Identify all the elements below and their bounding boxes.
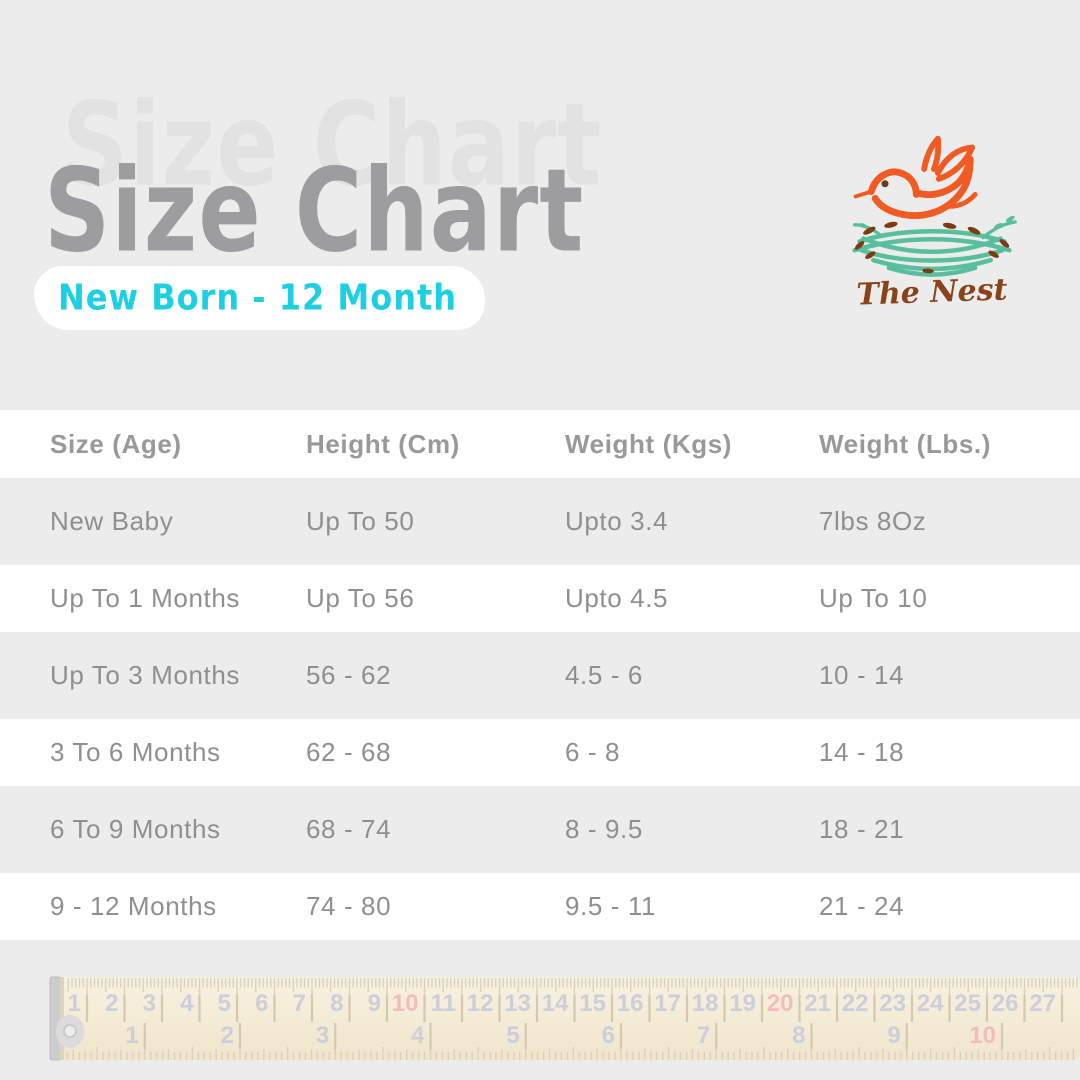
table-cell: Up To 56 [306,583,415,613]
table-cell: Up To 10 [819,583,928,613]
table-cell: New Baby [50,506,174,536]
svg-text:18: 18 [692,990,719,1017]
svg-text:15: 15 [579,990,606,1017]
column-header-height-cm: Height (Cm) [306,428,460,459]
bird-nest-icon [852,135,1017,277]
ruler-body [60,977,1080,1060]
svg-text:20: 20 [767,990,794,1017]
brand-logo: The Nest [832,124,1032,313]
column-header-weight-kgs: Weight (Kgs) [565,428,733,459]
table-row: New Baby Up To 50 Upto 3.4 7lbs 8Oz [0,478,1080,565]
ruler-cm-scale: 1 2 3 4 5 6 7 8 9 10 11 12 13 14 15 16 17 18 19 20 21 22 23 24 2… [67,978,1078,1022]
table-cell: Up To 3 Months [50,660,241,690]
svg-text:14: 14 [542,990,569,1017]
column-header-size-age: Size (Age) [50,428,182,459]
table-row: 9 - 12 Months 74 - 80 9.5 - 11 21 - 24 [0,873,1080,940]
table-row: 6 To 9 Months 68 - 74 8 - 9.5 18 - 21 [0,786,1080,873]
table-cell: 7lbs 8Oz [819,506,927,536]
table-cell: 21 - 24 [819,891,905,921]
svg-text:2: 2 [221,1022,234,1049]
svg-text:12: 12 [467,990,494,1017]
svg-text:5: 5 [218,990,231,1017]
svg-text:27: 27 [1029,990,1056,1017]
svg-text:5: 5 [506,1022,519,1049]
column-header-weight-lbs: Weight (Lbs.) [819,428,991,459]
ruler-inch-scale: 1 2 3 4 5 6 7 8 9 10 [66,1022,1075,1060]
table-cell: Upto 3.4 [565,506,669,536]
size-table-body: New Baby Up To 50 Upto 3.4 7lbs 8Oz Up To 1 … [0,478,1080,940]
svg-text:23: 23 [879,990,906,1017]
table-cell: 68 - 74 [306,814,392,844]
table-cell: Up To 50 [306,506,415,536]
svg-text:1: 1 [125,1022,138,1049]
table-cell: 62 - 68 [306,737,392,767]
page-title: Size Chart [44,144,585,278]
table-cell: 6 - 8 [565,737,621,767]
ruler-hole [63,1024,77,1038]
table-cell: 56 - 62 [306,660,392,690]
svg-text:9: 9 [887,1022,900,1049]
svg-text:3: 3 [143,990,156,1017]
table-cell: 18 - 21 [819,814,905,844]
svg-text:1: 1 [68,990,81,1017]
svg-text:7: 7 [697,1022,710,1049]
svg-text:7: 7 [293,990,306,1017]
svg-text:3: 3 [316,1022,329,1049]
table-cell: 9 - 12 Months [50,891,217,921]
svg-text:24: 24 [917,990,944,1017]
table-cell: 14 - 18 [819,737,905,767]
svg-text:21: 21 [804,990,831,1017]
subtitle-text: New Born - 12 Month [58,275,458,319]
table-cell: 9.5 - 11 [565,891,657,921]
table-cell: Upto 4.5 [565,583,669,613]
table-cell: 6 To 9 Months [50,814,221,844]
svg-text:6: 6 [255,990,268,1017]
table-header-row: Size (Age) Height (Cm) Weight (Kgs) Weig… [0,410,1080,478]
svg-text:16: 16 [617,990,644,1017]
svg-text:4: 4 [411,1022,425,1049]
svg-text:10: 10 [392,990,419,1017]
svg-text:8: 8 [330,990,343,1017]
bird-eye [881,180,889,188]
table-cell: Up To 1 Months [50,583,241,613]
svg-text:19: 19 [729,990,756,1017]
ruler-metal-end [49,976,62,1061]
table-row: Up To 3 Months 56 - 62 4.5 - 6 10 - 14 [0,632,1080,719]
table-cell: 8 - 9.5 [565,814,643,844]
ruler-graphic: 1 2 3 4 5 6 7 8 9 10 11 12 13 14 15 16 17 18 19 20 21 22 23 24 2… [0,975,1080,1063]
table-cell: 10 - 14 [819,660,905,690]
table-cell: 4.5 - 6 [565,660,643,690]
svg-text:6: 6 [602,1022,615,1049]
svg-text:11: 11 [431,990,456,1017]
svg-text:17: 17 [654,990,681,1017]
svg-text:26: 26 [992,990,1019,1017]
size-table: Size (Age) Height (Cm) Weight (Kgs) Weig… [0,410,1080,940]
table-cell: 3 To 6 Months [50,737,221,767]
subtitle-badge: New Born - 12 Month [34,266,486,330]
svg-text:9: 9 [368,990,381,1017]
table-row: 3 To 6 Months 62 - 68 6 - 8 14 - 18 [0,719,1080,786]
ruler-svg: 1 2 3 4 5 6 7 8 9 10 11 12 13 14 15 16 17 18 19 20 21 22 23 24 2… [49,976,1080,1061]
svg-text:10: 10 [969,1022,996,1049]
svg-text:25: 25 [954,990,981,1017]
svg-text:22: 22 [842,990,869,1017]
title-ghost: Size Chart [62,78,603,212]
svg-text:13: 13 [504,990,531,1017]
table-cell: 74 - 80 [306,891,392,921]
table-row: Up To 1 Months Up To 56 Upto 4.5 Up To 10 [0,565,1080,632]
svg-text:8: 8 [792,1022,805,1049]
svg-text:4: 4 [180,990,194,1017]
brand-name: The Nest [855,272,1009,313]
svg-text:2: 2 [105,990,118,1017]
